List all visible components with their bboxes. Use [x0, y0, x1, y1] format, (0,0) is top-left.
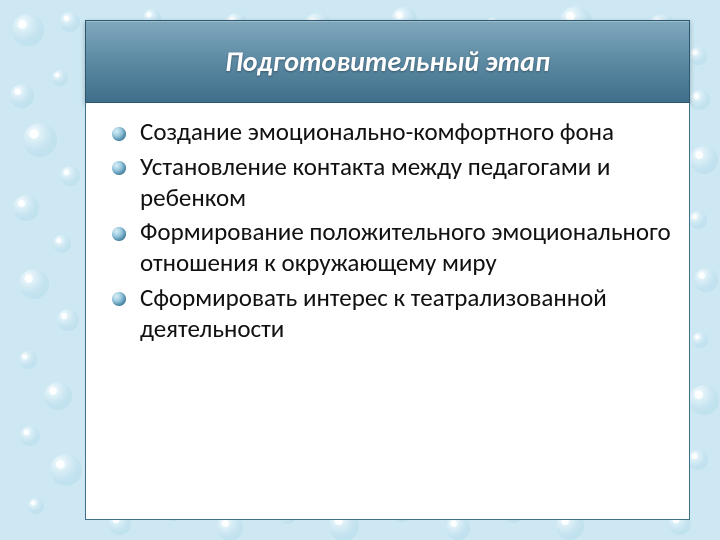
- bullet-item: Создание эмоционально-комфортного фона: [104, 117, 671, 148]
- bullet-item: Сформировать интерес к театрализованной …: [104, 283, 671, 345]
- bullet-list: Создание эмоционально-комфортного фона Ус…: [104, 117, 671, 344]
- bullet-item: Установление контакта между педагогами и…: [104, 152, 671, 214]
- slide-title: Подготовительный этап: [225, 44, 550, 79]
- title-bar: Подготовительный этап: [85, 20, 690, 103]
- content-box: Создание эмоционально-комфортного фона Ус…: [85, 103, 690, 520]
- bullet-item: Формирование положительного эмоционально…: [104, 217, 671, 279]
- slide-frame: Подготовительный этап Создание эмоционал…: [85, 20, 690, 520]
